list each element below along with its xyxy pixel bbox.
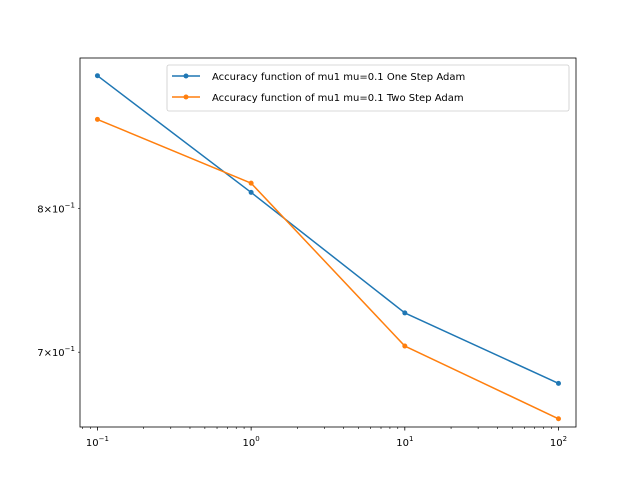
legend-marker-2 (183, 94, 189, 100)
x-tick-label: 100 (243, 435, 260, 449)
plot-background (80, 58, 576, 427)
series-line-1 (96, 75, 559, 385)
legend-box (166, 64, 570, 112)
legend-label-2: Accuracy function of mu1 mu=0.1 Two Step… (212, 93, 464, 104)
legend: Accuracy function of mu1 mu=0.1 One Step… (166, 64, 570, 112)
data-point (402, 310, 408, 316)
data-point (94, 73, 100, 79)
x-tick-label: 102 (550, 435, 567, 449)
plot-frame (79, 57, 577, 428)
y-tick-label: 7×10−1 (37, 345, 75, 359)
y-axis: 8×10−1 7×10−1 (37, 201, 80, 359)
series-layer (94, 73, 561, 422)
series-line-2 (97, 118, 559, 420)
x-axis: 10−1 100 101 102 (86, 427, 567, 449)
data-point (555, 416, 561, 422)
data-point (555, 380, 561, 386)
x-tick-label: 101 (396, 435, 413, 449)
x-tick-label: 10−1 (86, 435, 109, 449)
y-tick-label: 8×10−1 (37, 201, 75, 215)
data-point (248, 180, 254, 186)
data-point (402, 343, 408, 349)
legend-label-1: Accuracy function of mu1 mu=0.1 One Step… (212, 72, 465, 83)
data-point (94, 116, 100, 122)
data-point (248, 189, 254, 195)
legend-marker-1 (183, 73, 189, 79)
